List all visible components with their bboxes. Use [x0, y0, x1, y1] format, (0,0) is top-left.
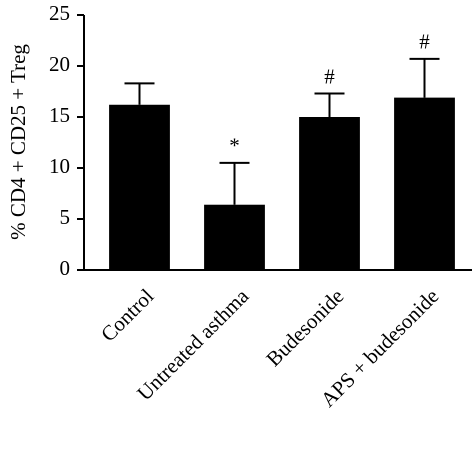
significance-mark: #	[419, 30, 430, 54]
bar	[299, 117, 360, 270]
x-tick-label: Budesonide	[261, 284, 348, 371]
y-tick-label: 10	[49, 154, 70, 178]
bar	[394, 97, 455, 271]
y-tick-label: 20	[49, 52, 70, 76]
significance-mark: #	[324, 64, 335, 88]
y-tick-label: 15	[49, 103, 70, 127]
bar	[109, 104, 170, 270]
y-tick-label: 0	[60, 256, 71, 280]
y-tick-label: 25	[49, 1, 70, 25]
x-tick-label: Control	[96, 284, 158, 346]
significance-mark: *	[229, 134, 240, 158]
y-axis-label: % CD4 + CD25 + Treg	[6, 44, 30, 240]
y-tick-label: 5	[60, 205, 71, 229]
bar	[204, 204, 265, 270]
